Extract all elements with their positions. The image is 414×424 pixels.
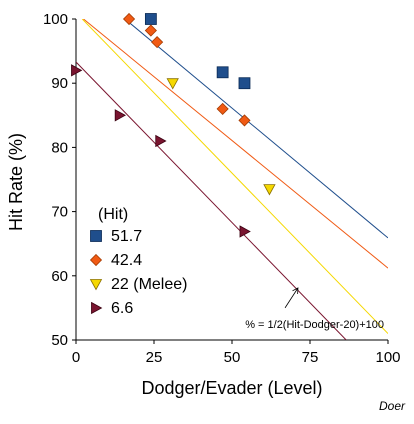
data-point-series-1 bbox=[144, 24, 157, 37]
data-point-series-3 bbox=[239, 225, 251, 238]
x-tick-label: 25 bbox=[146, 349, 163, 366]
data-point-series-0 bbox=[238, 77, 251, 90]
data-points bbox=[71, 12, 276, 238]
legend-label-0: 51.7 bbox=[111, 228, 142, 245]
data-point-series-3 bbox=[114, 109, 127, 122]
annotation-formula: % = 1/2(Hit-Dodger-20)+100 bbox=[245, 319, 384, 331]
legend-marker-0 bbox=[90, 230, 102, 242]
data-point-series-3 bbox=[155, 134, 167, 148]
data-point-series-0 bbox=[144, 13, 157, 25]
legend-title: (Hit) bbox=[98, 206, 128, 223]
y-axis-title: Hit Rate (%) bbox=[6, 133, 26, 231]
annotation: % = 1/2(Hit-Dodger-20)+100 bbox=[245, 289, 384, 331]
trend-line-0 bbox=[124, 19, 388, 239]
x-tick-label: 100 bbox=[375, 349, 400, 366]
data-point-series-0 bbox=[216, 66, 229, 79]
trend-line-3 bbox=[76, 61, 347, 340]
data-point-series-2 bbox=[166, 78, 179, 90]
y-tick-label: 80 bbox=[51, 139, 68, 156]
data-point-series-2 bbox=[263, 184, 276, 196]
legend-label-3: 6.6 bbox=[111, 300, 133, 317]
data-point-series-3 bbox=[71, 64, 83, 77]
legend-marker-1 bbox=[89, 253, 103, 267]
y-tick-label: 70 bbox=[51, 204, 68, 221]
trend-lines bbox=[76, 19, 388, 340]
x-tick-label: 50 bbox=[224, 349, 241, 366]
trend-line-2 bbox=[81, 19, 388, 334]
annotation-arrow bbox=[284, 289, 297, 309]
y-tick-label: 50 bbox=[51, 332, 68, 349]
trend-line-1 bbox=[83, 19, 388, 269]
legend-marker-2 bbox=[89, 279, 103, 291]
data-point-series-1 bbox=[151, 36, 164, 49]
y-tick-label: 100 bbox=[43, 11, 68, 28]
x-tick-label: 0 bbox=[72, 349, 80, 366]
data-point-series-1 bbox=[122, 12, 136, 26]
legend: (Hit) 51.7 42.4 22 (Melee) 6.6 bbox=[89, 206, 187, 317]
y-tick-label: 60 bbox=[51, 268, 68, 285]
x-axis-title: Dodger/Evader (Level) bbox=[141, 378, 322, 398]
legend-marker-3 bbox=[91, 301, 103, 315]
y-tick-label: 90 bbox=[51, 75, 68, 92]
x-tick-label: 75 bbox=[302, 349, 319, 366]
legend-label-1: 42.4 bbox=[111, 252, 142, 269]
credit-text: Doer bbox=[379, 399, 406, 413]
legend-label-2: 22 (Melee) bbox=[111, 276, 187, 293]
data-point-series-1 bbox=[238, 114, 251, 127]
data-point-series-1 bbox=[216, 102, 229, 115]
